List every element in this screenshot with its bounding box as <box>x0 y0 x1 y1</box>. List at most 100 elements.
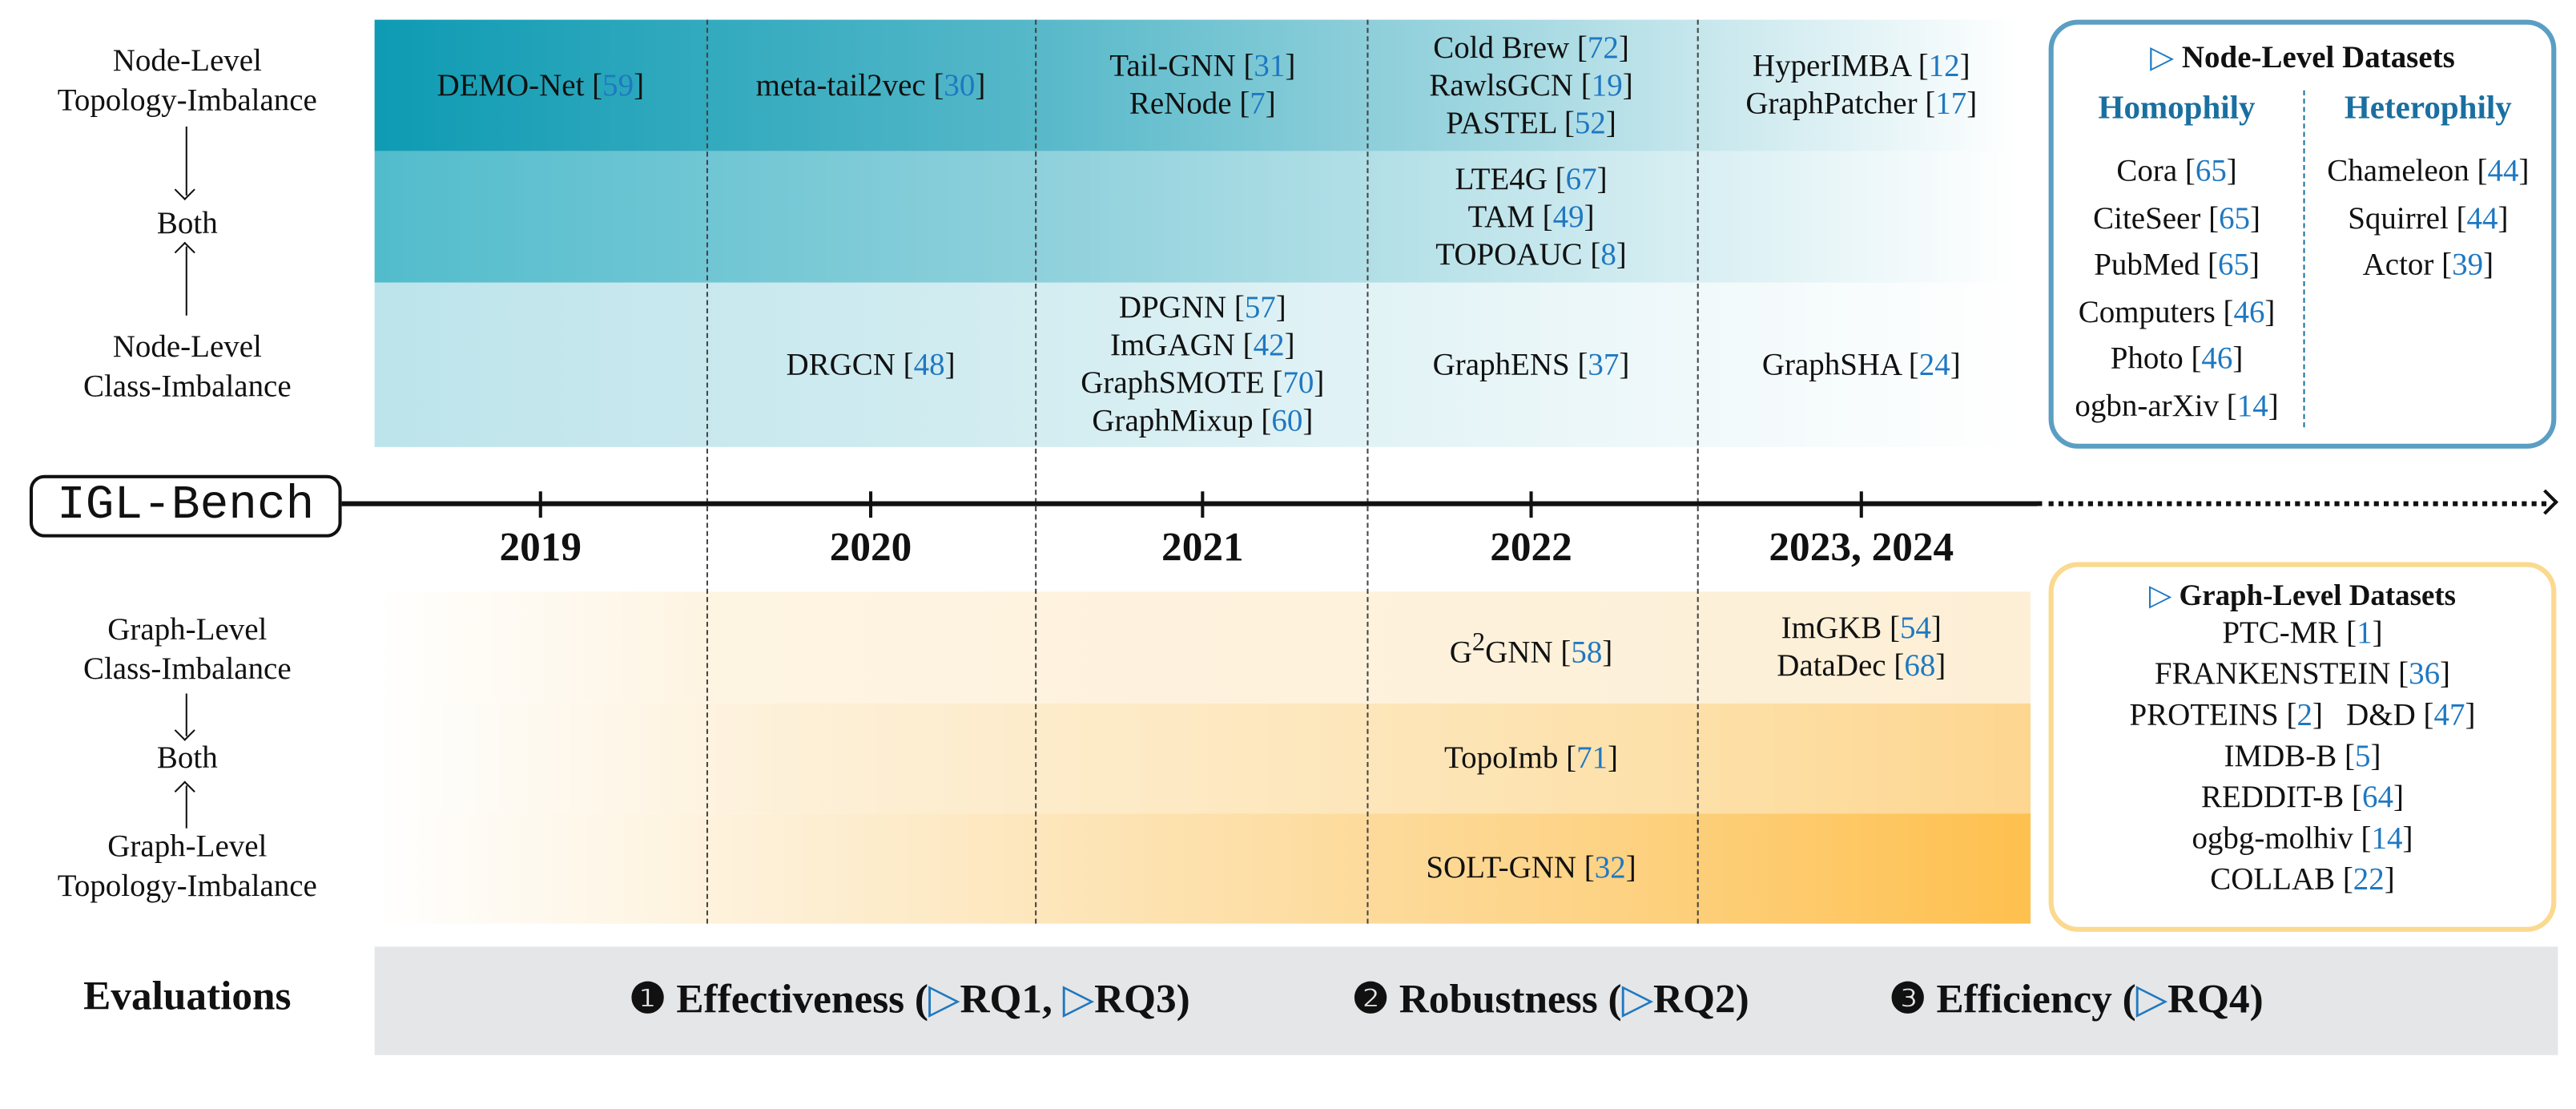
triangle-right-icon: ▷ <box>2150 41 2175 76</box>
evaluation-item: ❸ Efficiency (▷RQ4) <box>1889 978 2264 1022</box>
dataset-entry: D&D [47] <box>2346 698 2476 733</box>
citation-ref: 57 <box>1244 291 1276 326</box>
method-cell: DPGNN [57] ImGAGN [42] GraphSMOTE [70] Grap… <box>1038 283 1366 447</box>
method-name: HyperIMBA <box>1752 49 1910 84</box>
method-line: DRGCN [48] <box>706 346 1035 384</box>
dataset-entry: Photo [46] <box>2110 341 2244 377</box>
method-entry: DEMO-Net [59] <box>437 68 645 103</box>
dataset-line: COLLAB [22] <box>2054 860 2551 901</box>
citation-ref: 46 <box>2233 295 2265 330</box>
method-name: ImGKB <box>1781 611 1882 647</box>
method-name: TOPOAUC <box>1435 237 1583 272</box>
citation-ref: 47 <box>2433 698 2465 733</box>
method-name: TAM <box>1467 200 1535 235</box>
year-divider <box>1366 19 1369 924</box>
dataset-entry: ogbg-molhiv [14] <box>2192 821 2413 857</box>
dataset-entry: Cora [65] <box>2116 154 2237 189</box>
method-name: ogbn-arXiv <box>2075 389 2220 424</box>
year-divider <box>706 19 708 924</box>
node-topology-row <box>374 19 2018 151</box>
method-line: DEMO-Net [59] <box>376 67 705 104</box>
year-tick <box>868 491 873 518</box>
method-line: TAM [49] <box>1366 198 1695 236</box>
timeline-future-dashed <box>2037 501 2547 506</box>
number-badge-icon: ❷ <box>1351 978 1389 1022</box>
method-cell: DRGCN [48] <box>706 283 1035 447</box>
dataset-entry: PROTEINS [2] <box>2129 698 2323 733</box>
method-entry: Cold Brew [72] <box>1433 30 1629 66</box>
method-entry: TOPOAUC [8] <box>1435 237 1627 272</box>
dataset-item: ogbn-arXiv [14] <box>2054 384 2300 430</box>
method-name: ImGAGN <box>1110 329 1235 364</box>
method-name: G <box>1449 635 1472 671</box>
method-entry: DRGCN [48] <box>786 347 956 382</box>
method-entry: ImGKB [54] <box>1781 611 1942 647</box>
method-entry: GraphPatcher [17] <box>1745 87 1978 122</box>
timeline-axis <box>341 501 2038 506</box>
method-name: D&D <box>2346 698 2416 733</box>
dataset-line: FRANKENSTEIN [36] <box>2054 654 2551 695</box>
method-cell: TopoImb [71] <box>1366 704 1695 813</box>
dataset-entry: FRANKENSTEIN [36] <box>2154 657 2451 692</box>
method-name: Cora <box>2116 154 2178 189</box>
arrow-down-icon <box>185 693 187 736</box>
method-line: DPGNN [57] <box>1038 289 1366 327</box>
triangle-right-icon: ▷ <box>1062 978 1095 1022</box>
method-cell: GraphENS [37] <box>1366 283 1695 447</box>
method-name: Tail-GNN <box>1109 49 1236 84</box>
year-label: 2022 <box>1490 526 1572 571</box>
dataset-entry: Squirrel [44] <box>2348 201 2509 236</box>
method-line: G2GNN [58] <box>1366 623 1695 671</box>
method-line: TopoImb [71] <box>1366 740 1695 777</box>
method-cell: Tail-GNN [31] ReNode [7] <box>1038 20 1366 151</box>
method-line: GraphSHA [24] <box>1697 346 2026 384</box>
method-line: Cold Brew [72] <box>1366 29 1695 67</box>
homophily-heading: Homophily <box>2098 90 2256 127</box>
method-name: GraphENS <box>1432 347 1570 382</box>
citation-ref: 67 <box>1565 162 1597 197</box>
method-line: TOPOAUC [8] <box>1366 236 1695 273</box>
method-entry: GraphMixup [60] <box>1092 404 1314 439</box>
method-entry: RawlsGCN [19] <box>1429 68 1633 103</box>
citation-ref: 48 <box>913 347 945 382</box>
triangle-right-icon: ▷ <box>2148 578 2172 611</box>
citation-ref: 58 <box>1571 635 1603 671</box>
method-entry: DPGNN [57] <box>1118 291 1286 326</box>
method-name: PROTEINS <box>2129 698 2279 733</box>
citation-ref: 49 <box>1552 200 1584 235</box>
citation-ref: 37 <box>1588 347 1620 382</box>
triangle-right-icon: ▷ <box>1621 978 1654 1022</box>
method-line: meta-tail2vec [30] <box>706 67 1035 104</box>
citation-ref: 72 <box>1587 30 1619 66</box>
method-entry: SOLT-GNN [32] <box>1426 851 1636 886</box>
citation-ref: 17 <box>1935 87 1967 122</box>
method-name: DRGCN <box>786 347 896 382</box>
graph-both-label: Both <box>156 741 218 776</box>
dataset-entry: PubMed [65] <box>2094 248 2260 283</box>
method-line: Tail-GNN [31] <box>1038 47 1366 85</box>
dataset-item: Cora [65] <box>2054 150 2300 196</box>
dataset-item: Computers [46] <box>2054 290 2300 337</box>
method-cell: DEMO-Net [59] <box>376 20 705 151</box>
method-entry: GraphSMOTE [70] <box>1081 366 1325 401</box>
evaluation-name: Effectiveness <box>676 978 905 1022</box>
method-name: Computers <box>2078 295 2216 330</box>
graph-class-label: Graph-Level Class-Imbalance <box>83 613 292 688</box>
method-name: LTE4G <box>1455 162 1548 197</box>
method-entry: PASTEL [52] <box>1446 106 1616 141</box>
method-line: GraphSMOTE [70] <box>1038 365 1366 402</box>
citation-ref: 5 <box>2354 739 2371 775</box>
citation-ref: 65 <box>2195 154 2227 189</box>
evaluation-item: ❷ Robustness (▷RQ2) <box>1351 978 1749 1022</box>
method-line: HyperIMBA [12] <box>1697 47 2026 85</box>
citation-ref: 2 <box>2296 698 2312 733</box>
method-entry: ReNode [7] <box>1129 87 1276 122</box>
dataset-line: ogbg-molhiv [14] <box>2054 818 2551 859</box>
graph-topology-row <box>374 813 2031 924</box>
method-name: DataDec <box>1777 649 1886 684</box>
method-name: IMDB-B <box>2224 739 2337 775</box>
year-tick <box>1201 491 1205 518</box>
year-tick <box>1859 491 1863 518</box>
dataset-item: PubMed [65] <box>2054 244 2300 290</box>
evaluation-item: ❶ Effectiveness (▷RQ1, ▷RQ3) <box>629 978 1190 1022</box>
